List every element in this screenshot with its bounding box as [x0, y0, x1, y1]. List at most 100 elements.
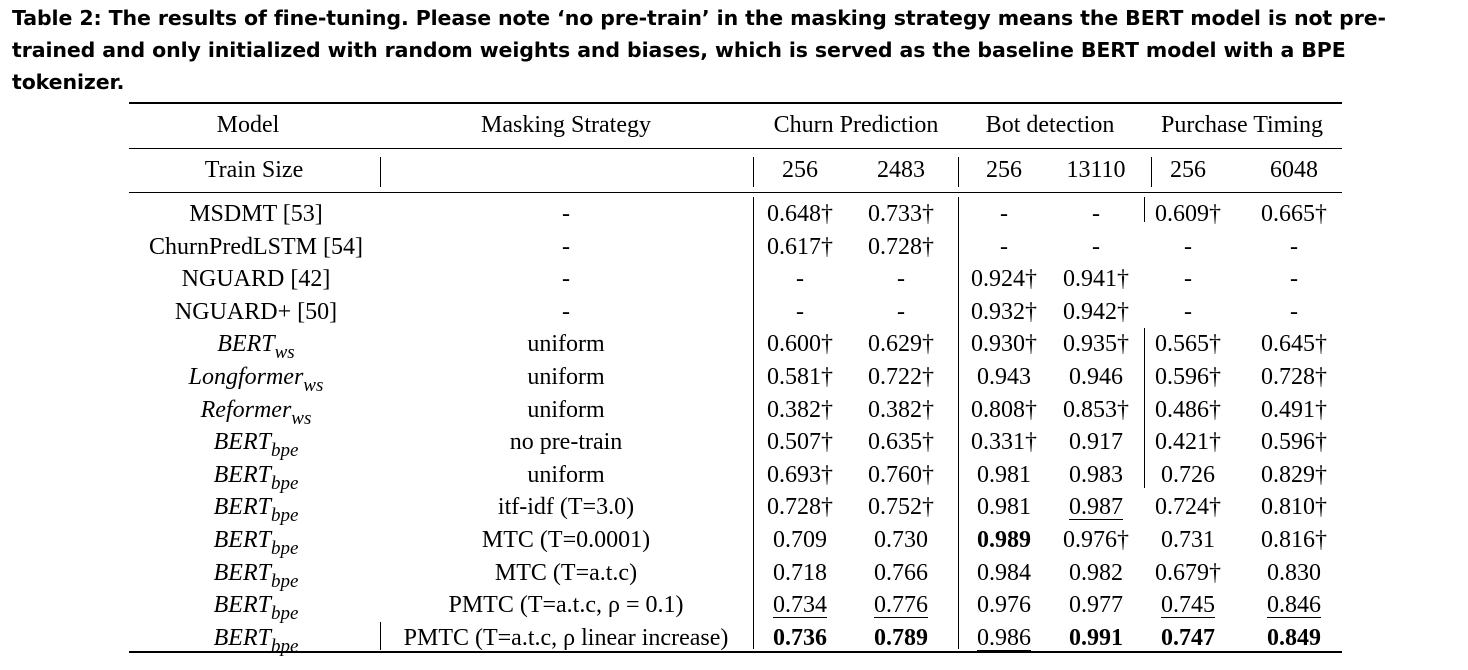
value-cell: - — [796, 266, 804, 293]
masking-strategy-cell: - — [562, 266, 570, 293]
model-cell: NGUARD [42] — [181, 266, 331, 293]
value-cell: 0.941† — [1063, 266, 1129, 293]
header-train-size-value: 2483 — [877, 157, 925, 183]
value-cell: 0.600† — [767, 331, 833, 358]
header-masking-strategy: Masking Strategy — [481, 112, 651, 138]
value-cell: 0.989 — [977, 527, 1031, 553]
value-cell: 0.728† — [1261, 364, 1327, 390]
value-cell: 0.617† — [767, 233, 833, 260]
model-name: BERT — [213, 559, 271, 586]
column-separator — [380, 622, 381, 650]
top-rule — [129, 102, 1342, 104]
model-name: BERT — [213, 624, 271, 651]
model-name: BERT — [213, 592, 271, 619]
header-bot-detection: Bot detection — [985, 112, 1115, 138]
value-cell: 0.932† — [971, 298, 1037, 325]
value-cell: 0.808† — [971, 396, 1037, 423]
value-cell: 0.382† — [868, 396, 934, 423]
value-cell: 0.924† — [971, 266, 1037, 293]
value-cell: 0.693† — [767, 461, 833, 488]
masking-strategy-cell: MTC (T=0.0001) — [481, 527, 651, 553]
value-cell: 0.976† — [1063, 527, 1129, 553]
model-name: BERT — [217, 331, 275, 358]
model-cell: BERTbpe — [213, 492, 299, 527]
value-cell: 0.987 — [1069, 494, 1123, 521]
model-name: BERT — [213, 527, 271, 553]
value-cell: 0.991 — [1069, 624, 1123, 651]
value-cell: 0.736 — [773, 624, 827, 651]
table-caption: Table 2: The results of fine-tuning. Ple… — [12, 6, 1386, 94]
value-cell: - — [897, 266, 905, 293]
masking-strategy-cell: PMTC (T=a.t.c, ρ linear increase) — [403, 624, 729, 651]
model-subscript: bpe — [270, 505, 299, 527]
column-separator — [753, 197, 754, 649]
value-cell: 0.981 — [977, 461, 1031, 488]
column-separator — [1151, 157, 1152, 187]
masking-strategy-cell: uniform — [527, 331, 605, 358]
model-cell: BERTbpe — [213, 623, 299, 657]
masking-strategy-cell: itf-idf (T=3.0) — [497, 494, 635, 521]
value-cell: 0.853† — [1063, 396, 1129, 423]
header-rule — [129, 148, 1342, 149]
model-name: BERT — [213, 461, 271, 488]
value-cell: 0.976 — [977, 592, 1031, 619]
value-cell: 0.722† — [868, 364, 934, 390]
value-cell: 0.986 — [977, 624, 1031, 651]
value-cell: 0.629† — [868, 331, 934, 358]
header-train-size: Train Size — [204, 157, 304, 183]
column-separator — [1144, 197, 1145, 222]
masking-strategy-cell: uniform — [527, 396, 605, 423]
value-cell: 0.635† — [868, 429, 934, 456]
value-cell: 0.760† — [868, 461, 934, 488]
model-name: BERT — [213, 494, 271, 521]
model-subscript: ws — [274, 342, 295, 364]
value-cell: 0.491† — [1261, 396, 1327, 423]
header-train-size-value: 256 — [986, 157, 1022, 183]
value-cell: - — [796, 298, 804, 325]
value-cell: 0.665† — [1261, 201, 1327, 227]
model-cell: NGUARD+ [50] — [174, 298, 338, 325]
value-cell: 0.726 — [1161, 461, 1215, 488]
value-cell: 0.977 — [1069, 592, 1123, 619]
value-cell: 0.645† — [1261, 331, 1327, 358]
value-cell: 0.981 — [977, 494, 1031, 521]
column-separator — [753, 157, 754, 187]
value-cell: 0.718 — [773, 559, 827, 586]
header-train-size-value: 13110 — [1066, 157, 1126, 183]
value-cell: - — [1092, 233, 1100, 260]
model-subscript: ws — [291, 407, 312, 429]
model-cell: Reformerws — [200, 395, 312, 429]
value-cell: 0.596† — [1261, 429, 1327, 456]
value-cell: 0.810† — [1261, 494, 1327, 521]
masking-strategy-cell: no pre-train — [509, 429, 623, 456]
masking-strategy-cell: - — [562, 201, 570, 227]
value-cell: 0.776 — [874, 592, 928, 619]
model-cell: BERTbpe — [213, 590, 299, 624]
column-separator — [958, 197, 959, 649]
value-cell: 0.734 — [773, 592, 827, 619]
value-cell: - — [897, 298, 905, 325]
value-cell: 0.728† — [868, 233, 934, 260]
value-cell: 0.846 — [1267, 592, 1321, 619]
header-train-size-value: 256 — [782, 157, 818, 183]
value-cell: 0.766 — [874, 559, 928, 586]
value-cell: 0.609† — [1155, 201, 1221, 227]
model-subscript: bpe — [270, 635, 299, 657]
value-cell: 0.982 — [1069, 559, 1123, 586]
model-subscript: bpe — [270, 472, 299, 494]
value-cell: - — [1000, 233, 1008, 260]
value-cell: 0.730 — [874, 527, 928, 553]
model-cell: BERTws — [217, 329, 295, 364]
bottom-rule — [129, 651, 1342, 653]
column-separator — [1144, 328, 1145, 488]
model-cell: Longformerws — [189, 362, 324, 396]
value-cell: 0.331† — [971, 429, 1037, 456]
model-cell: BERTbpe — [213, 558, 299, 592]
train-size-rule — [129, 192, 1342, 193]
model-cell: BERTbpe — [214, 427, 299, 461]
masking-strategy-cell: uniform — [527, 364, 605, 390]
model-name: Reformer — [200, 396, 292, 423]
masking-strategy-cell: PMTC (T=a.t.c, ρ = 0.1) — [448, 592, 684, 619]
value-cell: 0.709 — [773, 527, 827, 553]
value-cell: 0.930† — [971, 331, 1037, 358]
